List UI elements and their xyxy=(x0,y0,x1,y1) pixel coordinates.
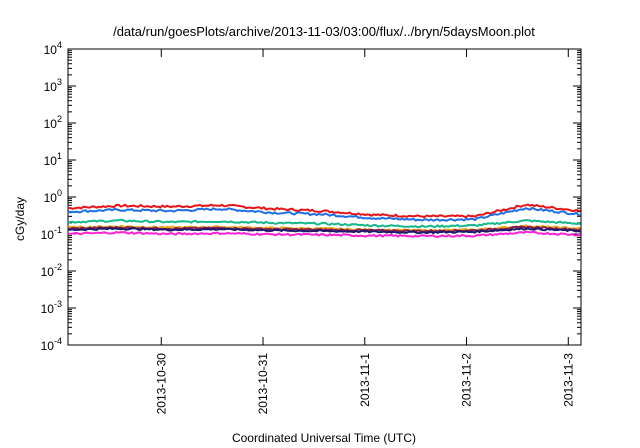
x-tick-label: 2013-10-30 xyxy=(154,353,168,415)
x-axis-label: Coordinated Universal Time (UTC) xyxy=(232,431,416,445)
series-line-2 xyxy=(67,206,581,222)
y-tick-label: 10-2 xyxy=(41,262,62,279)
series-line-5 xyxy=(67,225,582,233)
y-axis: 10-4 10-3 10-2 10-1 100 101 102 103 104 xyxy=(41,40,581,353)
y-tick-label: 10-4 xyxy=(41,336,62,353)
y-tick-label: 10-3 xyxy=(41,299,62,316)
y-tick-label: 103 xyxy=(44,77,62,94)
series-line-1 xyxy=(67,203,581,219)
x-tick-label: 2013-11-3 xyxy=(561,353,575,407)
x-tick-label: 2013-10-31 xyxy=(256,353,270,415)
chart-title: /data/run/goesPlots/archive/2013-11-03/0… xyxy=(113,24,535,39)
y-tick-label: 100 xyxy=(44,188,62,205)
y-axis-label: cGy/day xyxy=(13,197,27,241)
y-tick-label: 101 xyxy=(44,151,62,168)
series-line-7 xyxy=(67,230,581,238)
y-tick-label: 104 xyxy=(44,40,62,57)
x-tick-label: 2013-11-1 xyxy=(358,353,372,407)
series-layer xyxy=(67,203,582,238)
series-line-6 xyxy=(67,227,581,235)
x-tick-label: 2013-11-2 xyxy=(460,353,474,407)
x-axis: 2013-10-30 2013-10-31 2013-11-1 2013-11-2 20… xyxy=(154,49,575,414)
series-line-3 xyxy=(67,218,581,229)
y-tick-label: 102 xyxy=(44,114,62,131)
plot-frame xyxy=(67,48,582,346)
y-tick-label: 10-1 xyxy=(41,225,62,242)
